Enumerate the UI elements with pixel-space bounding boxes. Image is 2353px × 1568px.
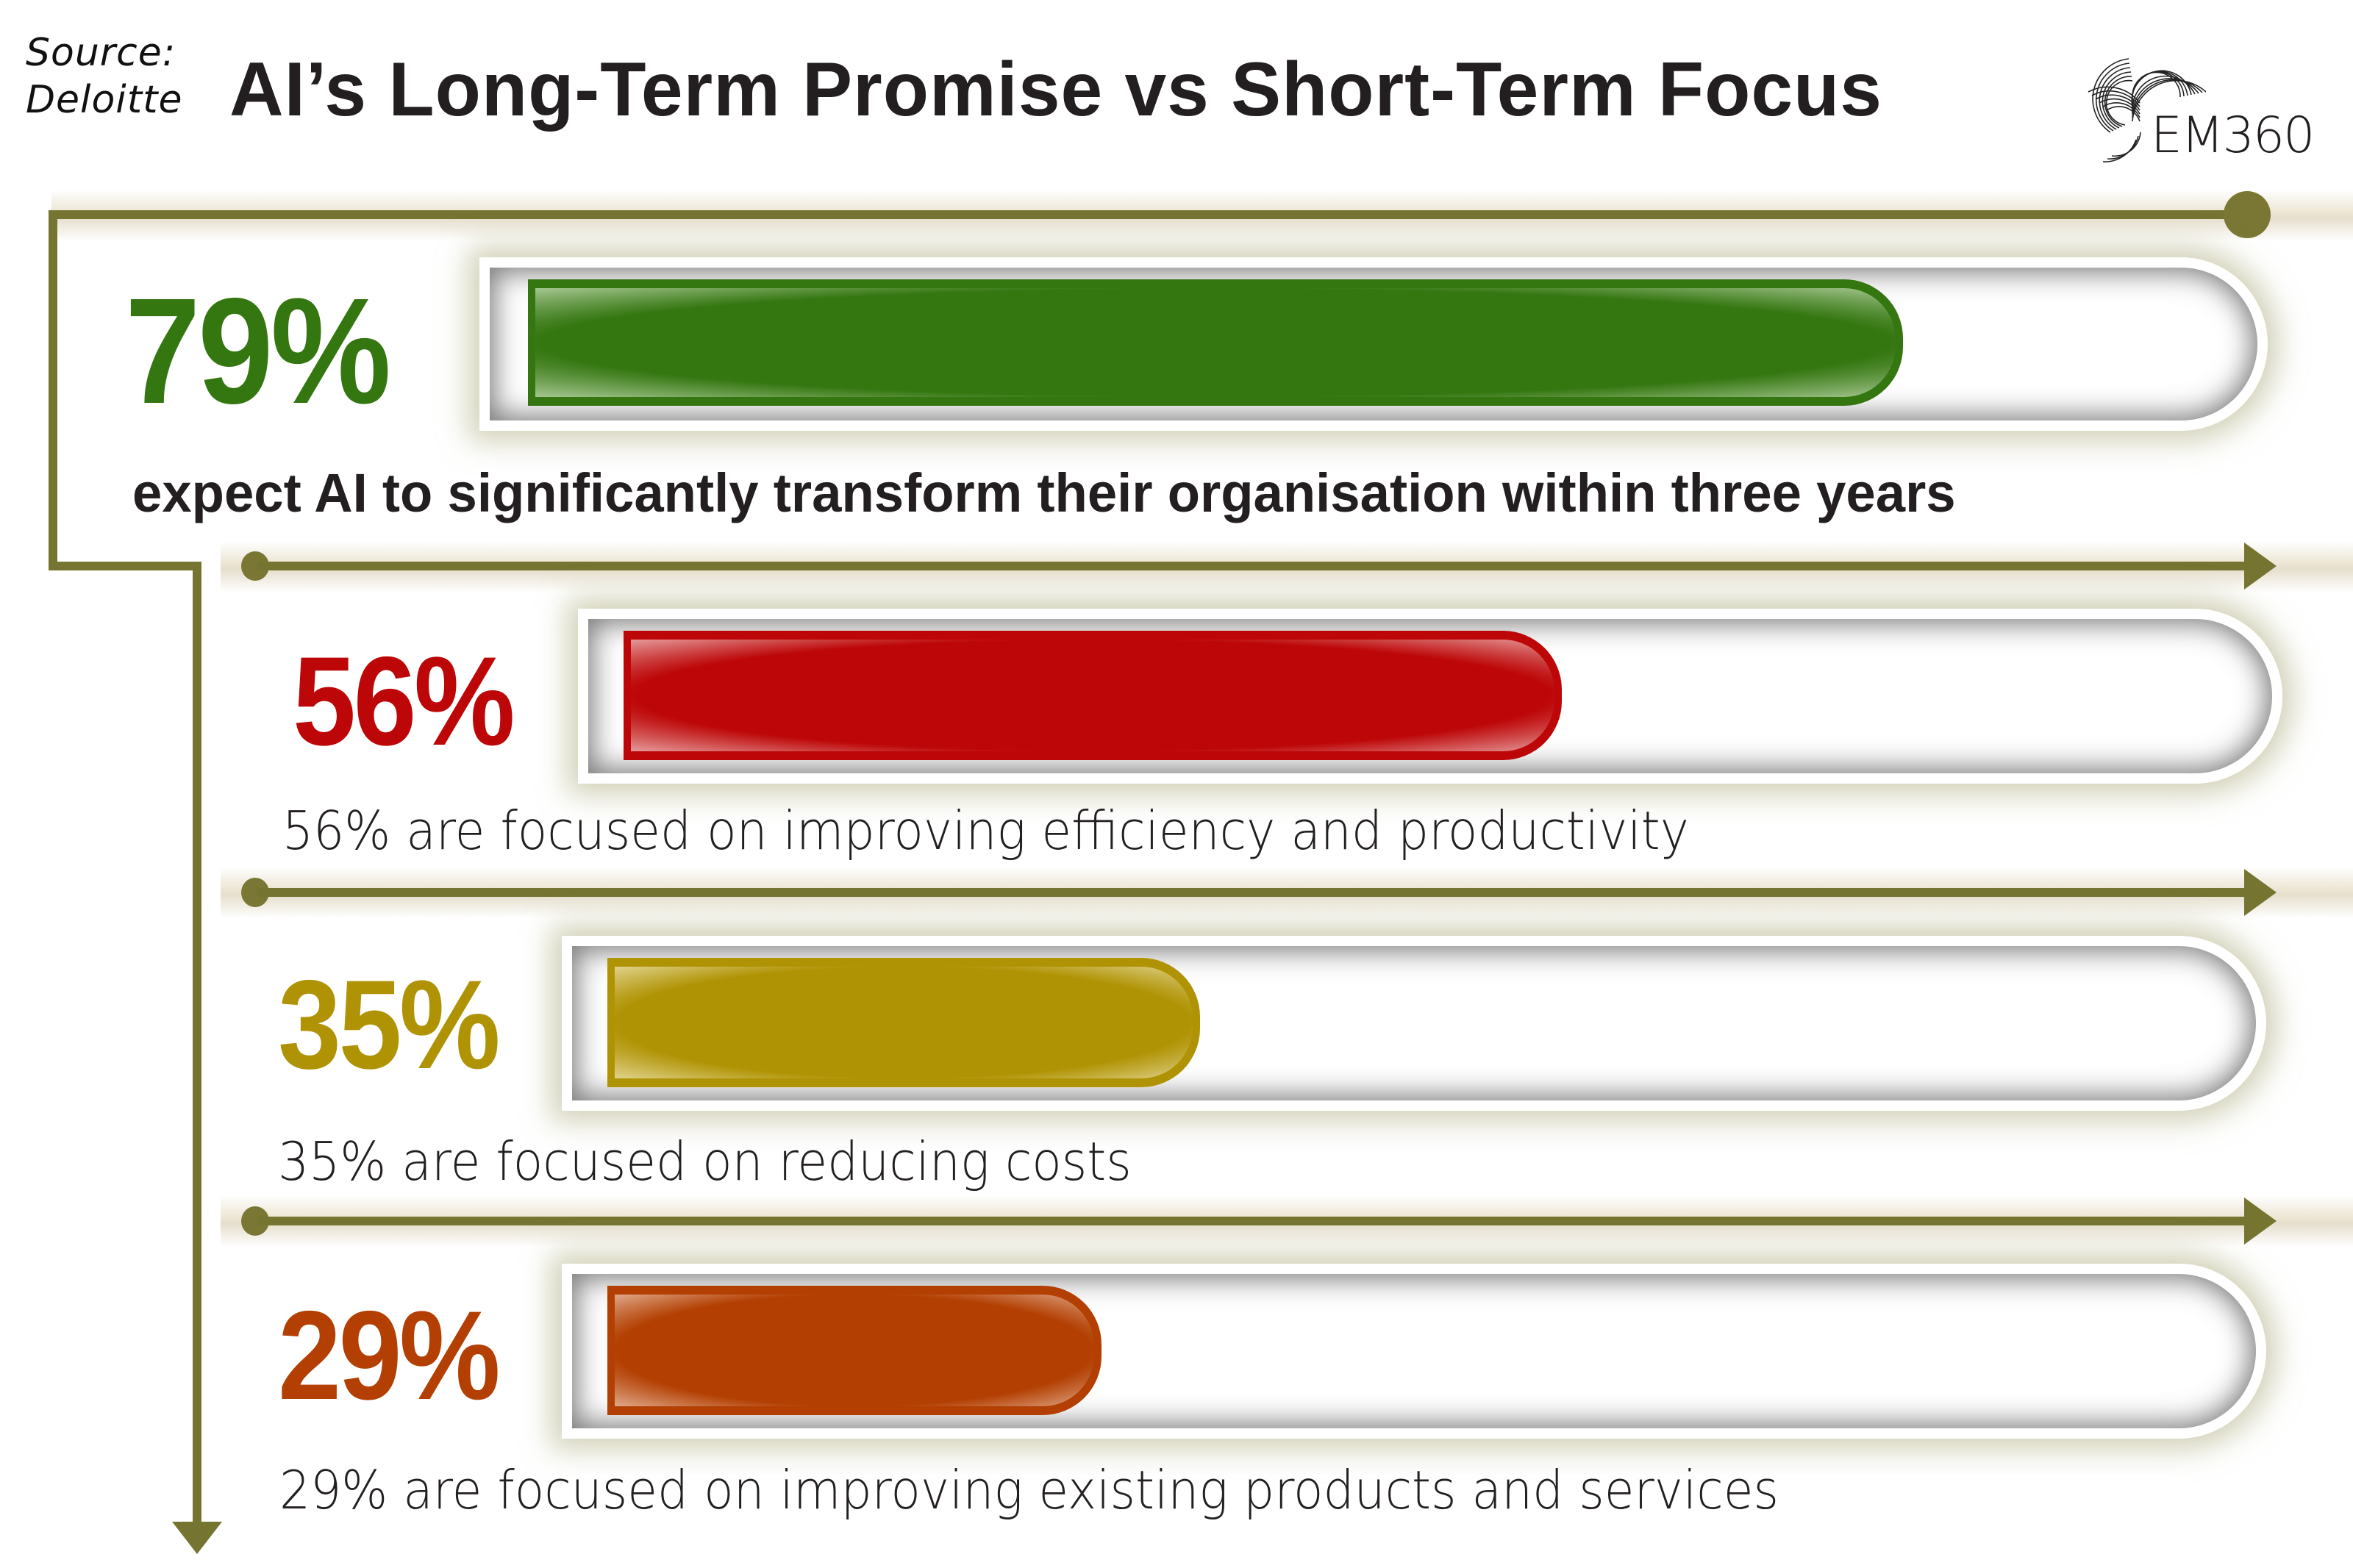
arrow-right-icon <box>2244 543 2277 590</box>
top-connector-line <box>49 210 2247 219</box>
value-label: 35% <box>278 954 501 1095</box>
bar-caption: 35% are focused on reducing costs <box>278 1131 1132 1192</box>
progress-fill-gloss <box>615 1295 1094 1406</box>
progress-fill-gloss <box>615 967 1193 1078</box>
source-label: Source: <box>26 31 176 75</box>
source-attribution: Source: Deloitte <box>26 29 183 123</box>
progress-fill-gloss <box>631 640 1554 751</box>
progress-fill <box>607 958 1200 1087</box>
progress-fill <box>624 631 1562 760</box>
value-label: 29% <box>278 1285 501 1426</box>
page-title: AI’s Long-Term Promise vs Short-Term Foc… <box>229 47 1882 132</box>
row-connector-line <box>257 562 2250 570</box>
progress-fill-gloss <box>535 288 1896 397</box>
row-connector-line <box>257 1217 2250 1225</box>
value-label: 79% <box>125 267 391 435</box>
vertical-connector-line <box>193 562 201 1525</box>
layered-arcs-logo-icon <box>2088 58 2206 162</box>
bar-caption: expect AI to significantly transform the… <box>132 462 1956 523</box>
arrow-right-icon <box>2244 1198 2277 1245</box>
elbow-connector-line <box>49 562 201 570</box>
source-name: Deloitte <box>26 78 183 122</box>
progress-track <box>562 1264 2266 1439</box>
progress-track <box>578 609 2282 784</box>
left-connector-line <box>49 210 57 570</box>
progress-fill <box>528 279 1903 406</box>
arrow-right-icon <box>2244 869 2277 916</box>
value-label: 56% <box>293 631 515 772</box>
row-connector-line <box>257 888 2250 897</box>
arrow-down-icon <box>172 1522 222 1554</box>
progress-fill <box>607 1286 1101 1415</box>
bar-caption: 29% are focused on improving existing pr… <box>279 1459 1779 1521</box>
em360-logo: EM360 <box>2059 29 2324 176</box>
progress-track <box>479 257 2268 431</box>
progress-track <box>562 936 2266 1111</box>
connector-dot <box>2224 191 2271 238</box>
bar-caption: 56% are focused on improving efficiency … <box>282 800 1689 862</box>
logo-text: EM360 <box>2151 107 2315 165</box>
